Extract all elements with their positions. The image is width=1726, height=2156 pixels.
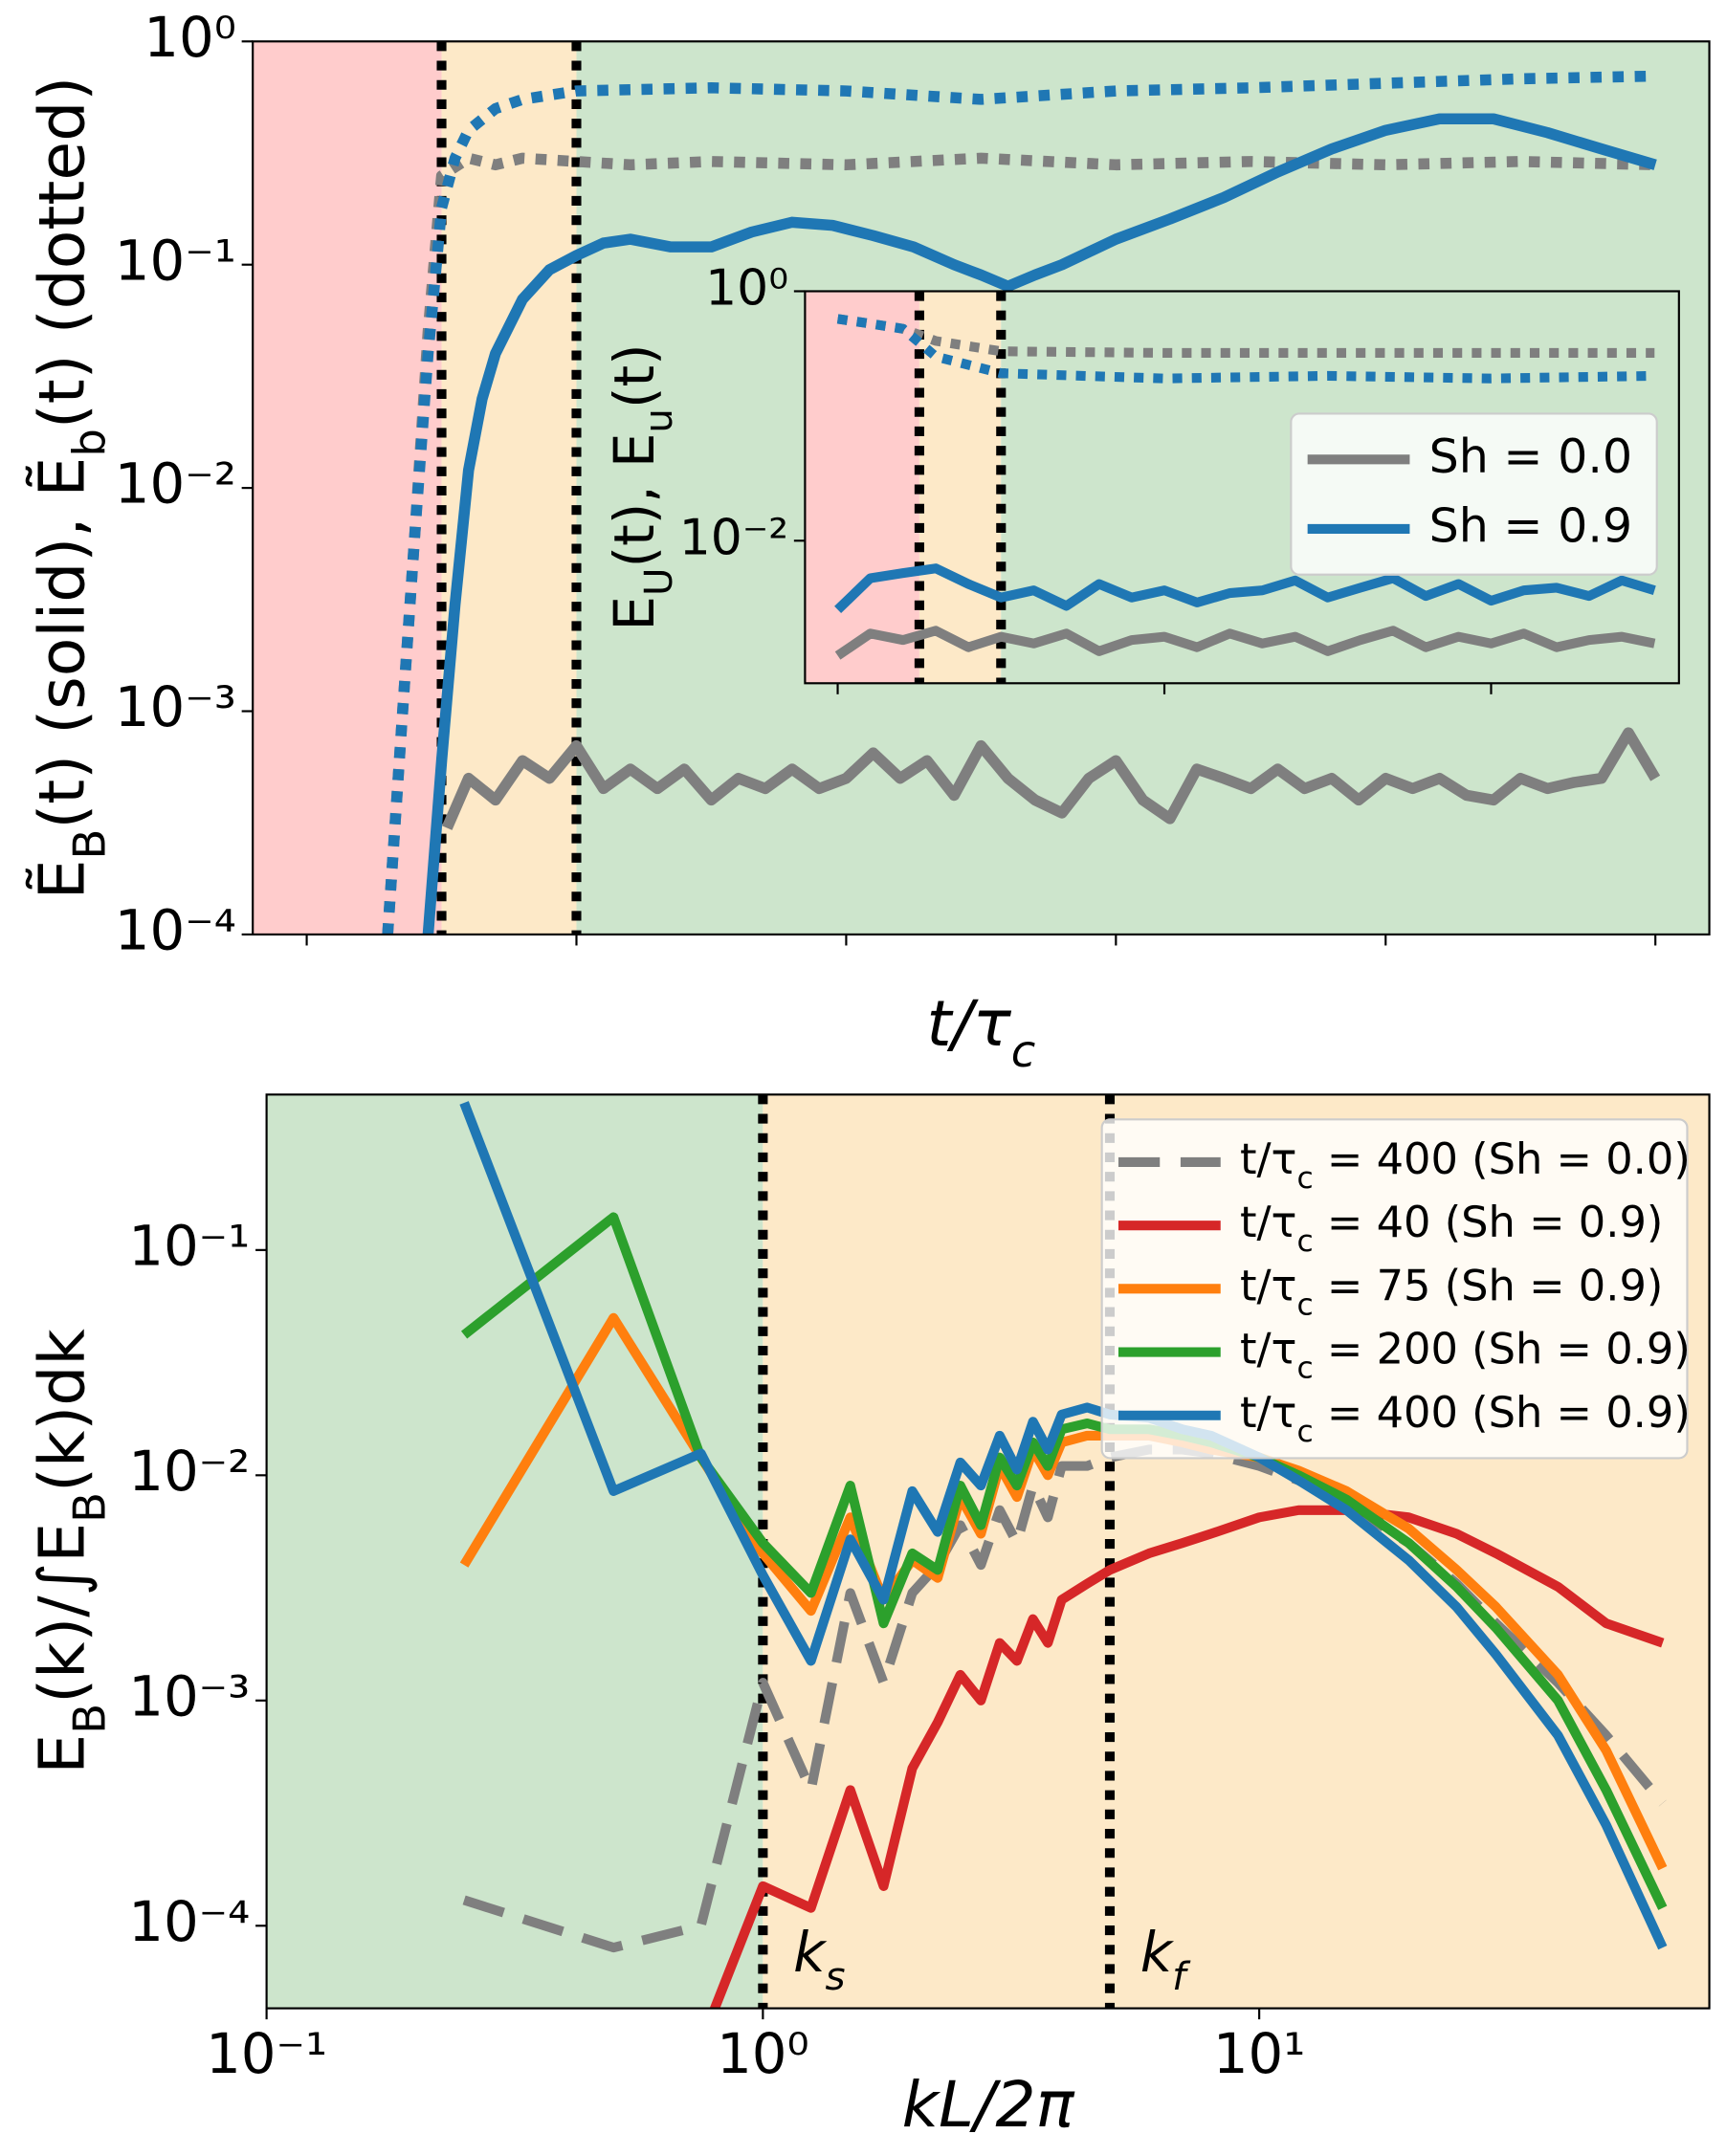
axes-frame <box>804 290 1680 685</box>
y-tick-label: 10⁻⁴ <box>128 1889 250 1954</box>
legend-label: t/τc = 40 (Sh = 0.9) <box>1240 1197 1663 1259</box>
text-part: kL/2π <box>902 2067 1075 2142</box>
y-tick-label: 10⁰ <box>144 5 236 70</box>
series-group <box>459 1101 1668 2009</box>
x-axis-label: kL/2π <box>902 2067 1075 2142</box>
legend-box <box>1290 412 1658 576</box>
series-line <box>422 113 1657 935</box>
text-part: (k)/∫E <box>24 1523 99 1704</box>
text-part: b <box>63 429 115 456</box>
y-tick-label: 10⁻¹ <box>115 228 236 293</box>
text-part: s <box>826 1953 846 1999</box>
series-line <box>836 314 1655 384</box>
text-part: B <box>63 829 115 860</box>
text-part: k <box>793 1919 828 1984</box>
text-part: B <box>63 1492 115 1523</box>
text-part: t/τ <box>1240 1260 1297 1310</box>
x-tick-label: 10¹ <box>1213 2021 1306 2086</box>
series-line <box>441 727 1661 830</box>
text-part: (t) <box>601 343 666 408</box>
y-tick-label: 10⁰ <box>705 259 788 317</box>
text-part: k <box>1140 1919 1175 1984</box>
y-tick-label: 10⁻² <box>679 509 788 566</box>
text-part: (t), E <box>601 433 666 568</box>
text-part: = 200 (Sh = 0.9) <box>1314 1324 1691 1375</box>
series-line <box>459 1101 1668 1950</box>
y-tick-label: 10⁻² <box>115 451 236 517</box>
legend-label: t/τc = 400 (Sh = 0.0) <box>1240 1133 1691 1196</box>
series-line <box>834 626 1656 660</box>
y-tick-label: 10⁻¹ <box>128 1213 250 1278</box>
legend-box <box>1100 1118 1689 1460</box>
y-tick-label: 10⁻³ <box>115 674 236 739</box>
y-axis-label: EB(k)/∫EB(k)dk <box>24 1329 114 1774</box>
legend-label: Sh = 0.9 <box>1429 497 1632 553</box>
text-part: t/τ <box>1240 1324 1297 1375</box>
text-part: B <box>63 1704 115 1734</box>
series-line <box>460 1212 1668 1910</box>
text-part: t/τ <box>1240 1133 1297 1184</box>
legend-label: t/τc = 75 (Sh = 0.9) <box>1240 1260 1663 1322</box>
text-part: = 75 (Sh = 0.9) <box>1314 1260 1664 1310</box>
text-part: = 40 (Sh = 0.9) <box>1314 1197 1664 1247</box>
x-tick-label: 10⁻¹ <box>206 2021 327 2086</box>
series-line <box>382 152 1656 935</box>
x-axis-label: t/τc <box>926 986 1035 1076</box>
series-group <box>382 70 1661 935</box>
text-part: c <box>1296 1161 1313 1196</box>
legend-label: t/τc = 200 (Sh = 0.9) <box>1240 1324 1691 1386</box>
series-group <box>834 314 1656 660</box>
vline-label: kf <box>1140 1919 1191 1998</box>
shaded-region <box>805 291 919 684</box>
text-part: = 400 (Sh = 0.0) <box>1314 1133 1691 1184</box>
legend-label: Sh = 0.0 <box>1429 429 1632 484</box>
x-tick-label: 10⁰ <box>717 2021 809 2086</box>
text-part: (t) (solid), Ẽ <box>24 457 99 829</box>
y-tick-label: 10⁻³ <box>128 1663 250 1728</box>
y-axis-label: EU(t), Eu(t) <box>601 343 680 630</box>
text-part: c <box>1296 1352 1313 1386</box>
text-part: Ẽ <box>24 860 99 900</box>
y-tick-label: 10⁻⁴ <box>115 898 236 963</box>
axes-frame <box>265 1093 1711 2010</box>
y-axis-label: ẼB(t) (solid), Ẽb(t) (dotted) <box>24 77 114 900</box>
vline-label: ks <box>793 1919 845 1998</box>
series-line <box>709 1505 1665 2009</box>
text-part: U <box>635 567 681 596</box>
shaded-region <box>918 291 1002 684</box>
y-tick-label: 10⁻² <box>128 1439 250 1504</box>
text-part: E <box>24 1734 99 1774</box>
text-part: c <box>1296 1415 1313 1449</box>
text-part: = 400 (Sh = 0.9) <box>1314 1387 1691 1438</box>
series-line <box>834 563 1656 614</box>
text-part: c <box>1296 1287 1313 1322</box>
legend-label: t/τc = 400 (Sh = 0.9) <box>1240 1387 1691 1449</box>
text-part: c <box>1296 1224 1313 1259</box>
text-part: (t) (dotted) <box>24 77 99 429</box>
text-part: c <box>1011 1025 1036 1077</box>
text-part: u <box>635 408 681 433</box>
text-part: t/τ <box>1240 1197 1297 1247</box>
text-part: (k)dk <box>24 1329 99 1492</box>
text-part: t/τ <box>1240 1387 1297 1438</box>
text-part: E <box>601 596 666 630</box>
text-part: t/τ <box>926 986 1011 1061</box>
shaded-region <box>253 41 442 935</box>
